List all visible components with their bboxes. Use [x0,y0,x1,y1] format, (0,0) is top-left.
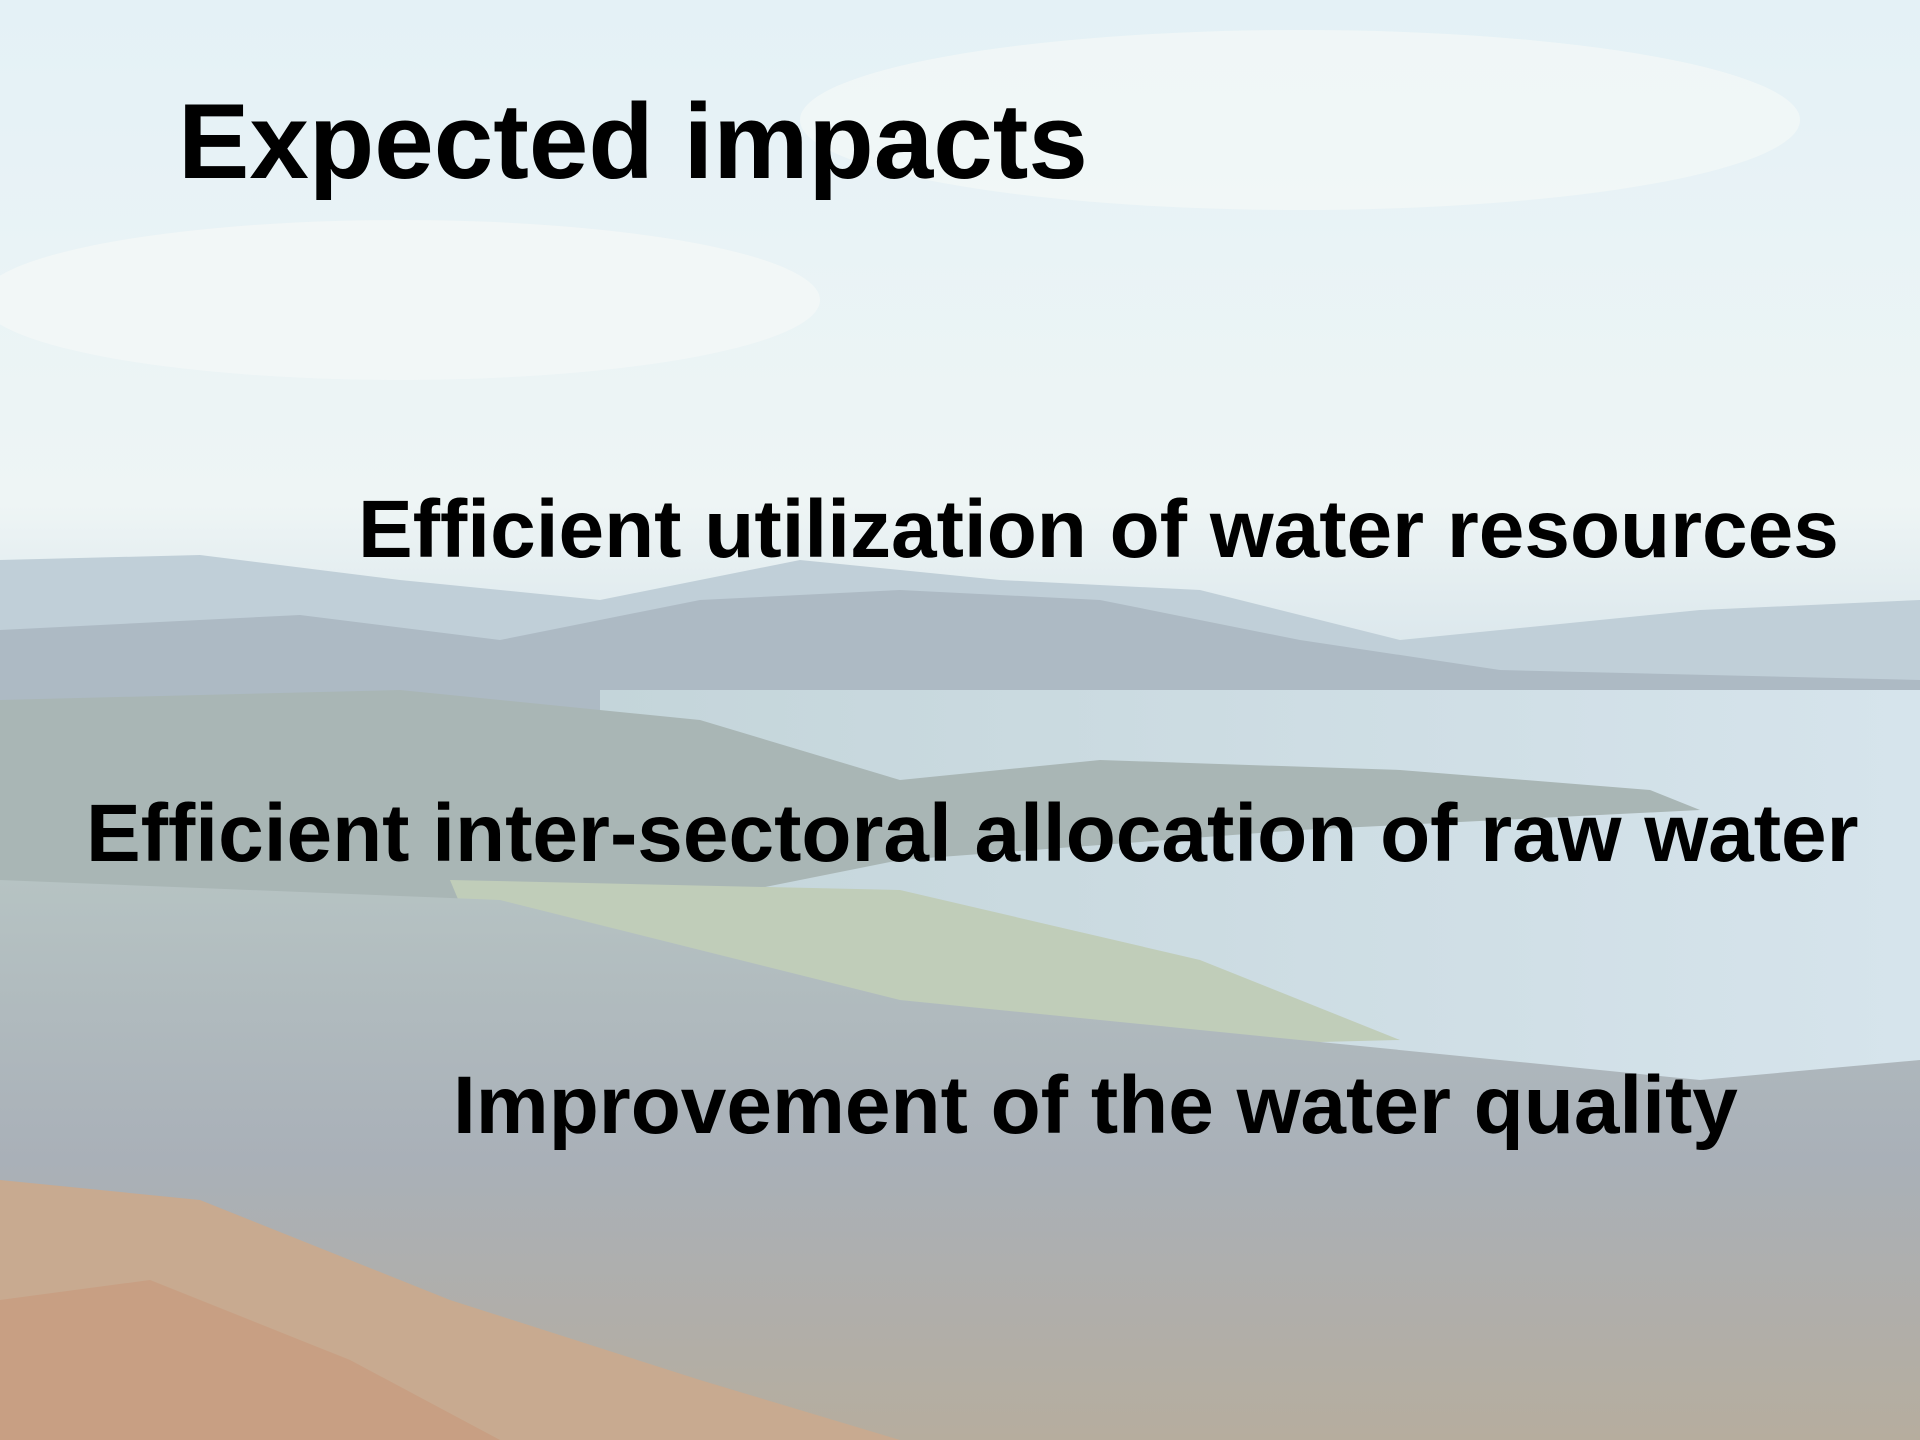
slide: Expected impacts Efficient utilization o… [0,0,1920,1440]
impact-item: Efficient inter-sectoral allocation of r… [86,788,1859,879]
background-photo [0,0,1920,1440]
impact-item: Improvement of the water quality [453,1060,1738,1151]
page: Expected impacts Efficient utilization o… [0,0,1920,1440]
impact-item: Efficient utilization of water resources [358,484,1839,575]
slide-title: Expected impacts [178,81,1088,201]
